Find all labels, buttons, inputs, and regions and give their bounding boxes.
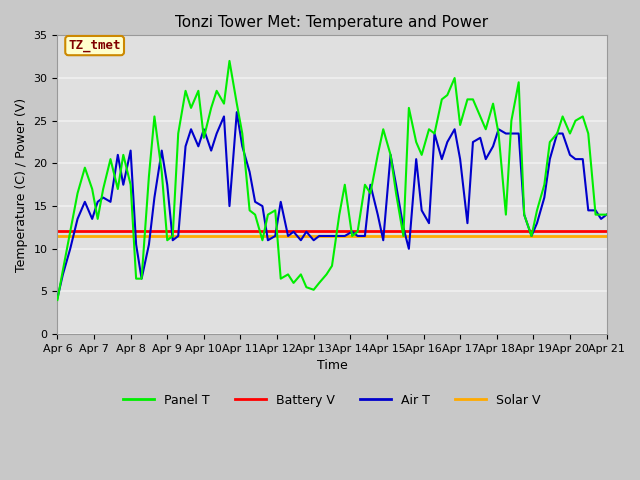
Text: TZ_tmet: TZ_tmet — [68, 39, 121, 52]
X-axis label: Time: Time — [317, 360, 348, 372]
Title: Tonzi Tower Met: Temperature and Power: Tonzi Tower Met: Temperature and Power — [175, 15, 488, 30]
Legend: Panel T, Battery V, Air T, Solar V: Panel T, Battery V, Air T, Solar V — [118, 389, 546, 411]
Y-axis label: Temperature (C) / Power (V): Temperature (C) / Power (V) — [15, 98, 28, 272]
